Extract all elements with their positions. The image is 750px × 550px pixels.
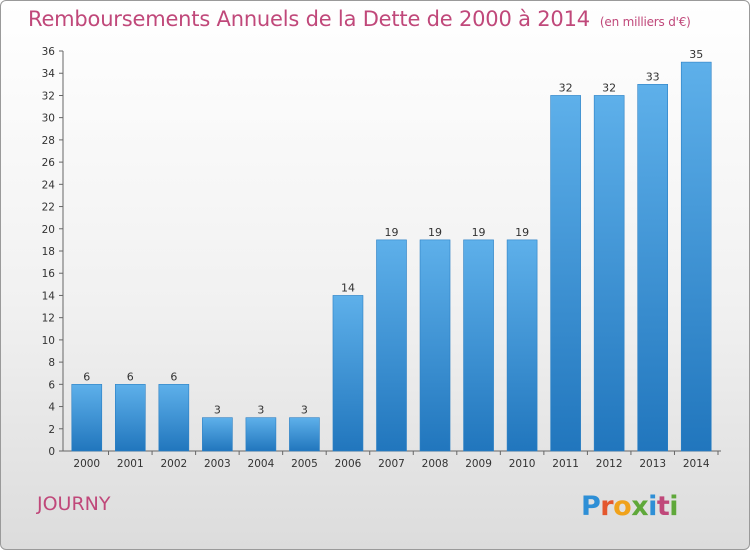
proxiti-logo[interactable]: Proxiti [581, 491, 679, 522]
y-tick-label: 20 [42, 224, 55, 236]
y-tick-label: 4 [48, 402, 55, 414]
bar-value-label: 3 [301, 404, 308, 417]
bar-value-label: 35 [689, 48, 703, 61]
x-tick-label: 2007 [378, 458, 405, 470]
bar-2010 [506, 239, 538, 452]
x-tick-label: 2002 [160, 458, 187, 470]
x-axis: 2000 2001 2002 2003 2004 2005 2006 2007 2008 2009… [63, 450, 721, 470]
x-tick-label: 2013 [639, 458, 666, 470]
bar-2014 [680, 61, 712, 452]
y-tick-label: 2 [48, 424, 55, 436]
logo-letter: x [631, 491, 649, 522]
y-tick-label: 0 [48, 446, 55, 458]
y-tick-label: 16 [42, 268, 56, 280]
bar-2004 [245, 417, 277, 452]
x-tick-label: 2000 [73, 458, 100, 470]
chart-title: Remboursements Annuels de la Dette de 20… [28, 7, 590, 31]
x-tick-label: 2009 [465, 458, 492, 470]
bar-value-label: 19 [472, 226, 486, 239]
bar-2013 [637, 84, 669, 452]
y-tick-label: 26 [42, 157, 56, 169]
x-tick-label: 2012 [596, 458, 623, 470]
bar-value-label: 3 [257, 404, 264, 417]
logo-letter: r [600, 491, 614, 522]
bar-value-label: 33 [646, 70, 660, 83]
bar-value-label: 32 [559, 81, 573, 94]
x-tick-label: 2001 [117, 458, 144, 470]
bar-value-label: 19 [515, 226, 529, 239]
bar-2006 [332, 295, 364, 452]
y-tick-label: 14 [42, 290, 56, 302]
bar-2001 [115, 384, 146, 452]
bar-value-label: 14 [341, 281, 355, 294]
bar-value-label: 6 [127, 370, 134, 383]
bar-value-label: 19 [385, 226, 399, 239]
y-tick-label: 12 [42, 313, 55, 325]
bar-2002 [158, 384, 190, 452]
logo-letter: t [656, 491, 670, 522]
bar-2003 [202, 417, 233, 452]
chart-subtitle: (en milliers d'€) [599, 15, 691, 29]
y-tick-label: 6 [48, 379, 55, 391]
y-tick-label: 24 [42, 179, 56, 191]
x-tick-label: 2004 [248, 458, 275, 470]
logo-letter: o [613, 491, 632, 522]
bar-2005 [289, 417, 320, 452]
bar-series [71, 61, 712, 452]
y-tick-label: 18 [42, 246, 55, 258]
bar-value-label: 6 [83, 370, 90, 383]
y-tick-label: 8 [48, 357, 55, 369]
x-tick-label: 2005 [291, 458, 318, 470]
bar-value-label: 19 [428, 226, 442, 239]
bar-value-label: 32 [602, 81, 616, 94]
x-tick-label: 2006 [335, 458, 362, 470]
x-tick-label: 2014 [683, 458, 710, 470]
y-tick-label: 32 [42, 90, 55, 102]
bar-value-label: 6 [170, 370, 177, 383]
y-tick-label: 34 [42, 68, 56, 80]
bar-2011 [550, 95, 581, 452]
x-tick-label: 2010 [509, 458, 536, 470]
logo-letter: i [648, 491, 657, 522]
bar-2000 [71, 384, 103, 452]
chart-title-line: Remboursements Annuels de la Dette de 20… [28, 7, 691, 31]
bar-2007 [376, 239, 407, 452]
bar-2012 [593, 95, 625, 452]
logo-letter: i [669, 491, 679, 522]
y-tick-label: 30 [42, 113, 55, 125]
y-tick-label: 28 [42, 135, 55, 147]
logo-letter: P [581, 491, 601, 522]
x-tick-label: 2008 [422, 458, 449, 470]
y-tick-label: 10 [42, 335, 55, 347]
y-tick-label: 22 [42, 202, 55, 214]
bar-value-label: 3 [214, 404, 221, 417]
x-tick-label: 2003 [204, 458, 231, 470]
bar-2008 [419, 239, 451, 452]
x-tick-label: 2011 [552, 458, 579, 470]
y-tick-label: 36 [42, 46, 56, 58]
town-name: JOURNY [37, 493, 111, 515]
bar-2009 [463, 239, 494, 452]
